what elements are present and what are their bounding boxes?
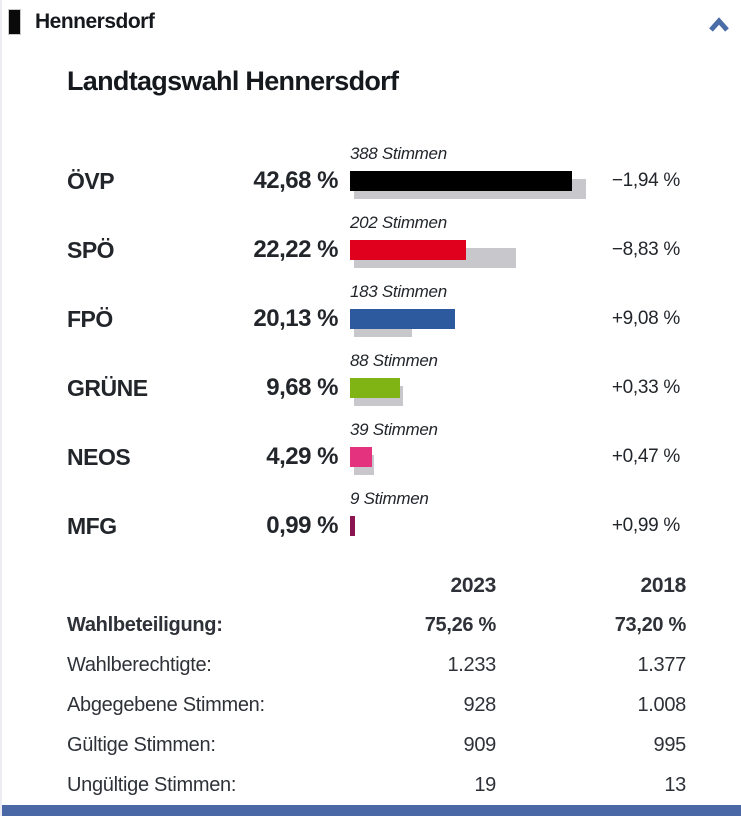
party-name: MFG	[67, 513, 117, 539]
summary-value-2018: 1.008	[637, 693, 686, 716]
party-change-percent: +0,47 %	[611, 446, 680, 467]
summary-value-2023: 75,26 %	[424, 613, 497, 636]
party-change-percent: −1,94 %	[611, 170, 680, 191]
party-percent: 4,29 %	[266, 443, 338, 470]
party-percent: 9,68 %	[266, 374, 338, 401]
summary-table: 2023 2018 Wahlbeteiligung: 75,26 % 73,20 % Wa…	[67, 560, 687, 806]
party-change-percent: −8,83 %	[611, 239, 680, 260]
bar-current-result	[350, 309, 455, 329]
summary-row: Wahlbeteiligung: 75,26 % 73,20 %	[67, 606, 687, 644]
page-title: Landtagswahl Hennersdorf	[67, 66, 399, 96]
summary-value-2018: 995	[653, 733, 687, 756]
party-row: NEOS 4,29 % 39 Stimmen +0,47 %	[67, 418, 741, 487]
summary-row-label: Gültige Stimmen:	[67, 733, 216, 756]
municipality-title: Hennersdorf	[35, 10, 155, 33]
summary-row: Wahlberechtigte: 1.233 1.377	[67, 646, 687, 684]
party-name: SPÖ	[67, 237, 115, 263]
bar-current-result	[350, 171, 572, 191]
votes-label: 183 Stimmen	[350, 282, 447, 301]
summary-row: Abgegebene Stimmen: 928 1.008	[67, 686, 687, 724]
bar-current-result	[350, 378, 401, 398]
votes-label: 9 Stimmen	[350, 489, 429, 508]
summary-row: Ungültige Stimmen: 19 13	[67, 766, 687, 804]
party-name: GRÜNE	[67, 375, 148, 401]
party-percent: 20,13 %	[253, 305, 338, 332]
summary-year-header: 2023	[450, 574, 496, 597]
votes-label: 39 Stimmen	[350, 420, 438, 439]
summary-value-2023: 909	[463, 733, 497, 756]
party-percent: 0,99 %	[266, 512, 338, 539]
party-name: FPÖ	[67, 306, 113, 332]
bar-current-result	[350, 240, 466, 260]
party-change-percent: +0,99 %	[611, 515, 680, 536]
party-row: FPÖ 20,13 % 183 Stimmen +9,08 %	[67, 280, 741, 349]
summary-value-2018: 1.377	[637, 653, 686, 676]
summary-value-2023: 1.233	[447, 653, 496, 676]
votes-label: 388 Stimmen	[350, 144, 447, 163]
bar-current-result	[350, 516, 356, 536]
party-change-percent: +9,08 %	[611, 308, 680, 329]
summary-value-2018: 73,20 %	[614, 613, 687, 636]
results-bar-chart: ÖVP 42,68 % 388 Stimmen −1,94 % SPÖ 22,22 % 20…	[67, 142, 741, 556]
summary-row-label: Ungültige Stimmen:	[67, 773, 237, 796]
bottom-accent-bar	[2, 805, 741, 816]
summary-value-2023: 19	[474, 773, 496, 796]
summary-row-label: Wahlberechtigte:	[67, 653, 212, 676]
party-row: MFG 0,99 % 9 Stimmen +0,99 %	[67, 487, 741, 556]
party-row: SPÖ 22,22 % 202 Stimmen −8,83 %	[67, 211, 741, 280]
summary-row: Gültige Stimmen: 909 995	[67, 726, 687, 764]
municipality-marker-icon	[8, 9, 21, 35]
summary-value-2023: 928	[463, 693, 497, 716]
bar-current-result	[350, 447, 373, 467]
summary-header-row: 2023 2018	[67, 560, 687, 604]
chevron-up-icon[interactable]	[708, 16, 730, 34]
party-percent: 42,68 %	[253, 167, 338, 194]
party-row: GRÜNE 9,68 % 88 Stimmen +0,33 %	[67, 349, 741, 418]
accordion-header[interactable]: Hennersdorf	[2, 0, 741, 46]
party-percent: 22,22 %	[253, 236, 338, 263]
votes-label: 202 Stimmen	[350, 213, 447, 232]
summary-row-label: Abgegebene Stimmen:	[67, 693, 265, 716]
summary-row-label: Wahlbeteiligung:	[67, 613, 223, 636]
party-name: NEOS	[67, 444, 131, 470]
party-row: ÖVP 42,68 % 388 Stimmen −1,94 %	[67, 142, 741, 211]
summary-value-2018: 13	[664, 773, 686, 796]
votes-label: 88 Stimmen	[350, 351, 438, 370]
party-name: ÖVP	[67, 168, 115, 194]
summary-year-header: 2018	[640, 574, 686, 597]
party-change-percent: +0,33 %	[611, 377, 680, 398]
